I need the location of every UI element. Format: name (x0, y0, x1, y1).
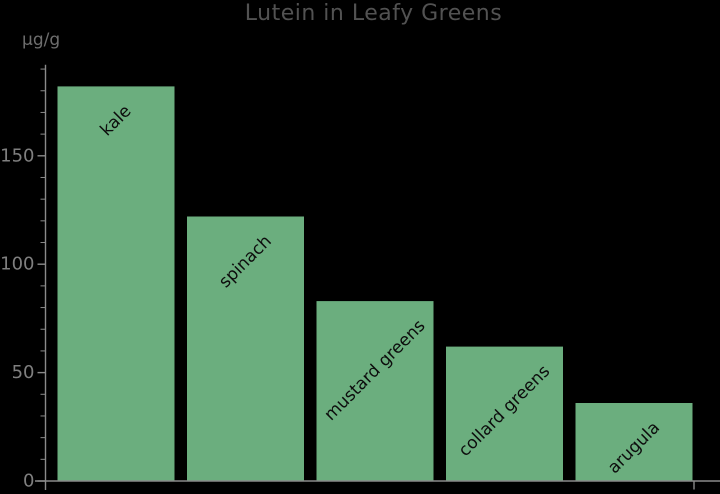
y-axis-tick-label: 50 (12, 362, 35, 383)
chart-title: Lutein in Leafy Greens (244, 1, 503, 26)
bar-collard-greens (446, 346, 563, 481)
bar-kale (57, 86, 175, 482)
y-axis-tick-label: 100 (0, 254, 34, 275)
y-axis-tick-label: 150 (0, 145, 34, 166)
y-axis-tick-label: 0 (23, 471, 34, 492)
bar-arugula (575, 403, 693, 481)
bar-mustard-greens (316, 301, 434, 481)
bar-spinach (187, 216, 304, 481)
y-axis-unit-label: µg/g (22, 30, 61, 50)
